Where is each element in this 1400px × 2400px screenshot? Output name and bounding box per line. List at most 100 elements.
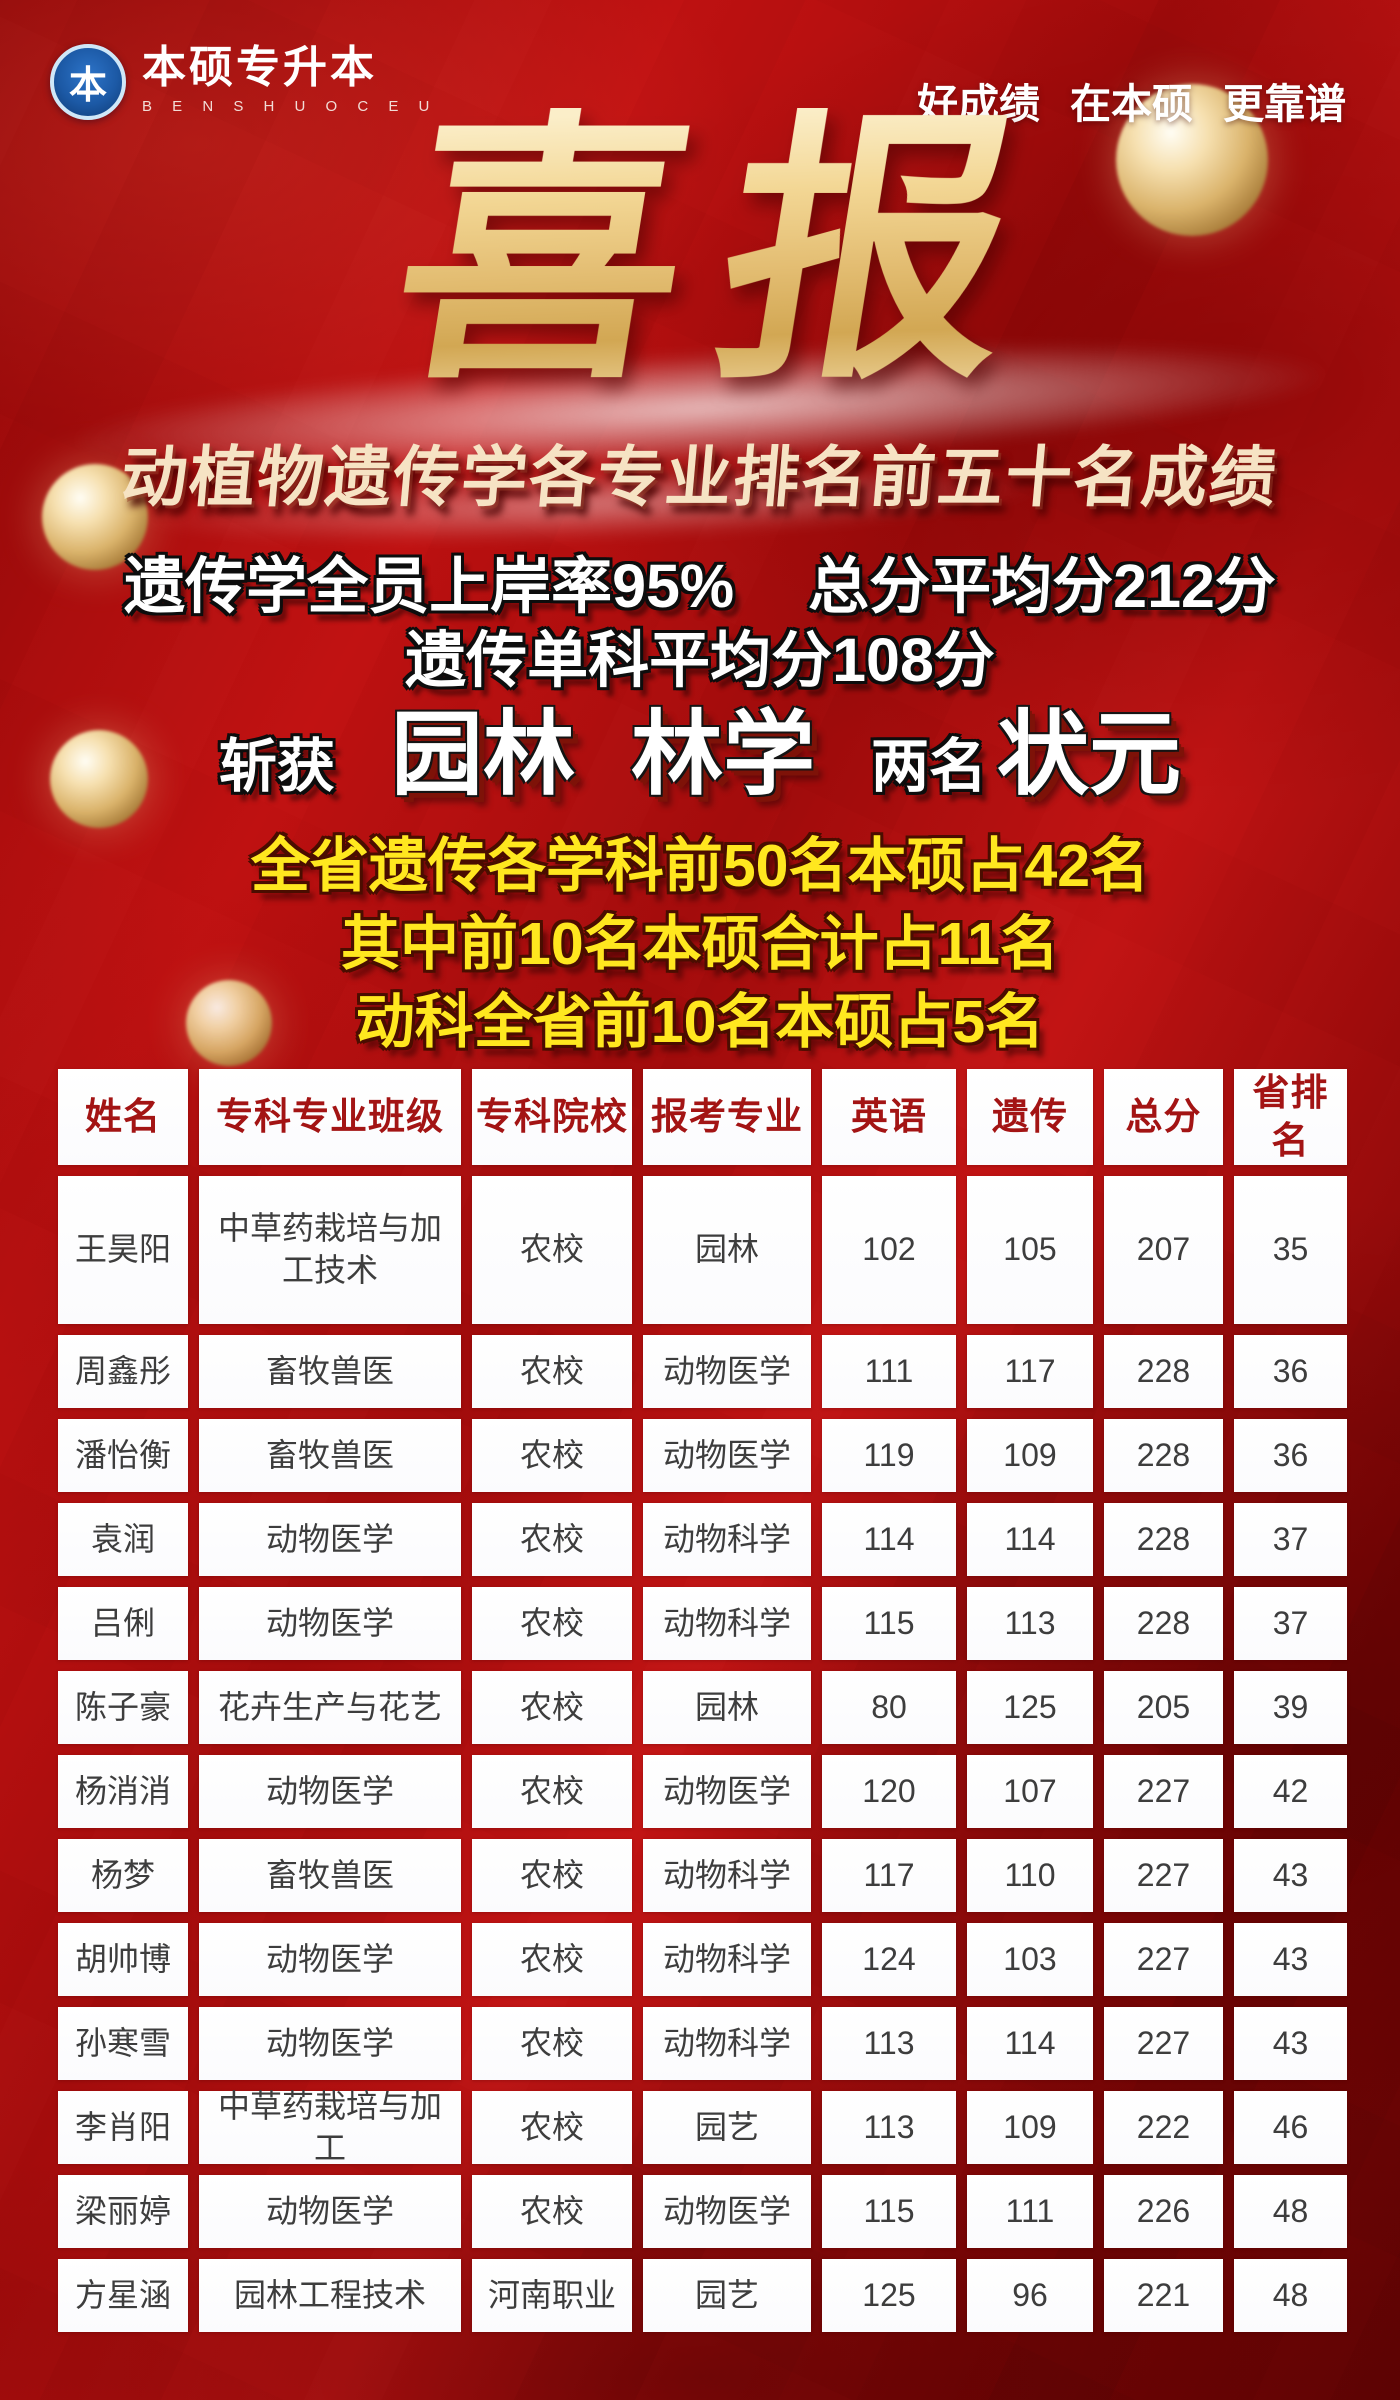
table-cell: 103 <box>967 1923 1093 1996</box>
table-cell: 动物医学 <box>643 1335 811 1408</box>
table-cell: 42 <box>1234 1755 1347 1828</box>
table-cell: 96 <box>967 2259 1093 2332</box>
stat-avg-total: 总分平均分212分 <box>808 552 1276 620</box>
gold-sphere-decoration <box>50 730 148 828</box>
table-cell: 动物医学 <box>199 1755 461 1828</box>
table-cell: 杨梦 <box>58 1839 188 1912</box>
table-cell: 125 <box>822 2259 956 2332</box>
table-cell: 园林 <box>643 1176 811 1324</box>
table-cell: 农校 <box>472 1839 632 1912</box>
table-cell: 110 <box>967 1839 1093 1912</box>
table-cell: 119 <box>822 1419 956 1492</box>
table-row: 袁润 动物医学 农校 动物科学 114 114 228 37 <box>58 1503 1347 1576</box>
table-cell: 农校 <box>472 2175 632 2248</box>
brand-text: 本硕专升本 B E N S H U O C E U <box>142 43 438 116</box>
table-cell: 动物医学 <box>199 2175 461 2248</box>
table-cell: 228 <box>1104 1419 1223 1492</box>
table-cell: 36 <box>1234 1419 1347 1492</box>
table-cell: 111 <box>822 1335 956 1408</box>
table-row: 胡帅博 动物医学 农校 动物科学 124 103 227 43 <box>58 1923 1347 1996</box>
table-cell: 农校 <box>472 2007 632 2080</box>
column-header: 姓名 <box>58 1069 188 1165</box>
slogan-part: 好成绩 <box>917 81 1040 127</box>
column-header: 专科专业班级 <box>199 1069 461 1165</box>
table-cell: 动物医学 <box>643 2175 811 2248</box>
table-cell: 35 <box>1234 1176 1347 1324</box>
table-cell: 园艺 <box>643 2259 811 2332</box>
table-cell: 农校 <box>472 1503 632 1576</box>
column-header: 总分 <box>1104 1069 1223 1165</box>
brand-name-en: B E N S H U O C E U <box>142 98 438 116</box>
table-cell: 农校 <box>472 1587 632 1660</box>
table-cell: 228 <box>1104 1503 1223 1576</box>
table-cell: 114 <box>822 1503 956 1576</box>
table-cell: 48 <box>1234 2259 1347 2332</box>
column-header: 专科院校 <box>472 1069 632 1165</box>
achievement-champion: 状元 <box>997 704 1182 806</box>
table-row: 杨消消 动物医学 农校 动物医学 120 107 227 42 <box>58 1755 1347 1828</box>
table-row: 梁丽婷 动物医学 农校 动物医学 115 111 226 48 <box>58 2175 1347 2248</box>
table-cell: 动物医学 <box>199 1587 461 1660</box>
table-cell: 农校 <box>472 1335 632 1408</box>
table-cell: 袁润 <box>58 1503 188 1576</box>
achievement-major-1: 园林 <box>390 704 575 806</box>
results-table: 姓名 专科专业班级 专科院校 报考专业 英语 遗传 总分 省排名 王昊阳 中草药栽培与加工技术农… <box>58 1069 1347 2332</box>
table-cell: 畜牧兽医 <box>199 1419 461 1492</box>
table-row: 吕俐 动物医学 农校 动物科学 115 113 228 37 <box>58 1587 1347 1660</box>
table-cell: 吕俐 <box>58 1587 188 1660</box>
table-cell: 潘怡衡 <box>58 1419 188 1492</box>
table-cell: 113 <box>822 2007 956 2080</box>
table-cell: 农校 <box>472 1176 632 1324</box>
table-cell: 80 <box>822 1671 956 1744</box>
table-cell: 花卉生产与花艺 <box>199 1671 461 1744</box>
table-cell: 226 <box>1104 2175 1223 2248</box>
table-cell: 227 <box>1104 2007 1223 2080</box>
stat-pass-rate: 遗传学全员上岸率95% <box>124 552 735 620</box>
achievement-major-2: 林学 <box>630 704 815 806</box>
table-cell: 43 <box>1234 1839 1347 1912</box>
column-header: 遗传 <box>967 1069 1093 1165</box>
stat-line-1: 遗传学全员上岸率95% 总分平均分212分 <box>0 536 1400 625</box>
brand-name: 本硕专升本 <box>142 43 377 92</box>
table-cell: 李肖阳 <box>58 2091 188 2164</box>
table-cell: 动物科学 <box>643 1503 811 1576</box>
table-cell: 动物医学 <box>643 1419 811 1492</box>
table-cell: 陈子豪 <box>58 1671 188 1744</box>
brand-logo-icon: 本 <box>50 44 126 120</box>
table-row: 杨梦 畜牧兽医 农校 动物科学 117 110 227 43 <box>58 1839 1347 1912</box>
table-cell: 河南职业 <box>472 2259 632 2332</box>
table-cell: 114 <box>967 1503 1093 1576</box>
table-cell: 228 <box>1104 1335 1223 1408</box>
table-row: 周鑫彤 畜牧兽医 农校 动物医学 111 117 228 36 <box>58 1335 1347 1408</box>
table-row: 潘怡衡 畜牧兽医 农校 动物医学 119 109 228 36 <box>58 1419 1347 1492</box>
table-header-row: 姓名 专科专业班级 专科院校 报考专业 英语 遗传 总分 省排名 <box>58 1069 1347 1165</box>
table-cell: 胡帅博 <box>58 1923 188 1996</box>
table-cell: 36 <box>1234 1335 1347 1408</box>
table-cell: 农校 <box>472 1923 632 1996</box>
table-cell: 农校 <box>472 1755 632 1828</box>
table-cell: 动物科学 <box>643 1587 811 1660</box>
table-cell: 畜牧兽医 <box>199 1839 461 1912</box>
achievement-count: 两名 <box>871 734 988 799</box>
table-cell: 109 <box>967 2091 1093 2164</box>
highlight-line-1: 全省遗传各学科前50名本硕占42名 <box>250 833 1150 899</box>
stat-avg-subject: 遗传单科平均分108分 <box>405 626 995 694</box>
table-cell: 227 <box>1104 1923 1223 1996</box>
gold-sphere-decoration <box>1116 84 1268 236</box>
slogan-part: 更靠谱 <box>1223 81 1346 127</box>
table-cell: 46 <box>1234 2091 1347 2164</box>
table-cell: 102 <box>822 1176 956 1324</box>
column-header: 英语 <box>822 1069 956 1165</box>
table-cell: 农校 <box>472 1671 632 1744</box>
table-cell: 农校 <box>472 1419 632 1492</box>
column-header: 报考专业 <box>643 1069 811 1165</box>
table-cell: 207 <box>1104 1176 1223 1324</box>
table-cell: 124 <box>822 1923 956 1996</box>
table-cell: 动物医学 <box>199 2007 461 2080</box>
table-cell: 动物科学 <box>643 1923 811 1996</box>
table-cell: 115 <box>822 1587 956 1660</box>
table-cell: 113 <box>822 2091 956 2164</box>
highlight-line-3: 动科全省前10名本硕占5名 <box>355 989 1045 1055</box>
table-cell: 动物科学 <box>643 2007 811 2080</box>
table-cell: 动物科学 <box>643 1839 811 1912</box>
